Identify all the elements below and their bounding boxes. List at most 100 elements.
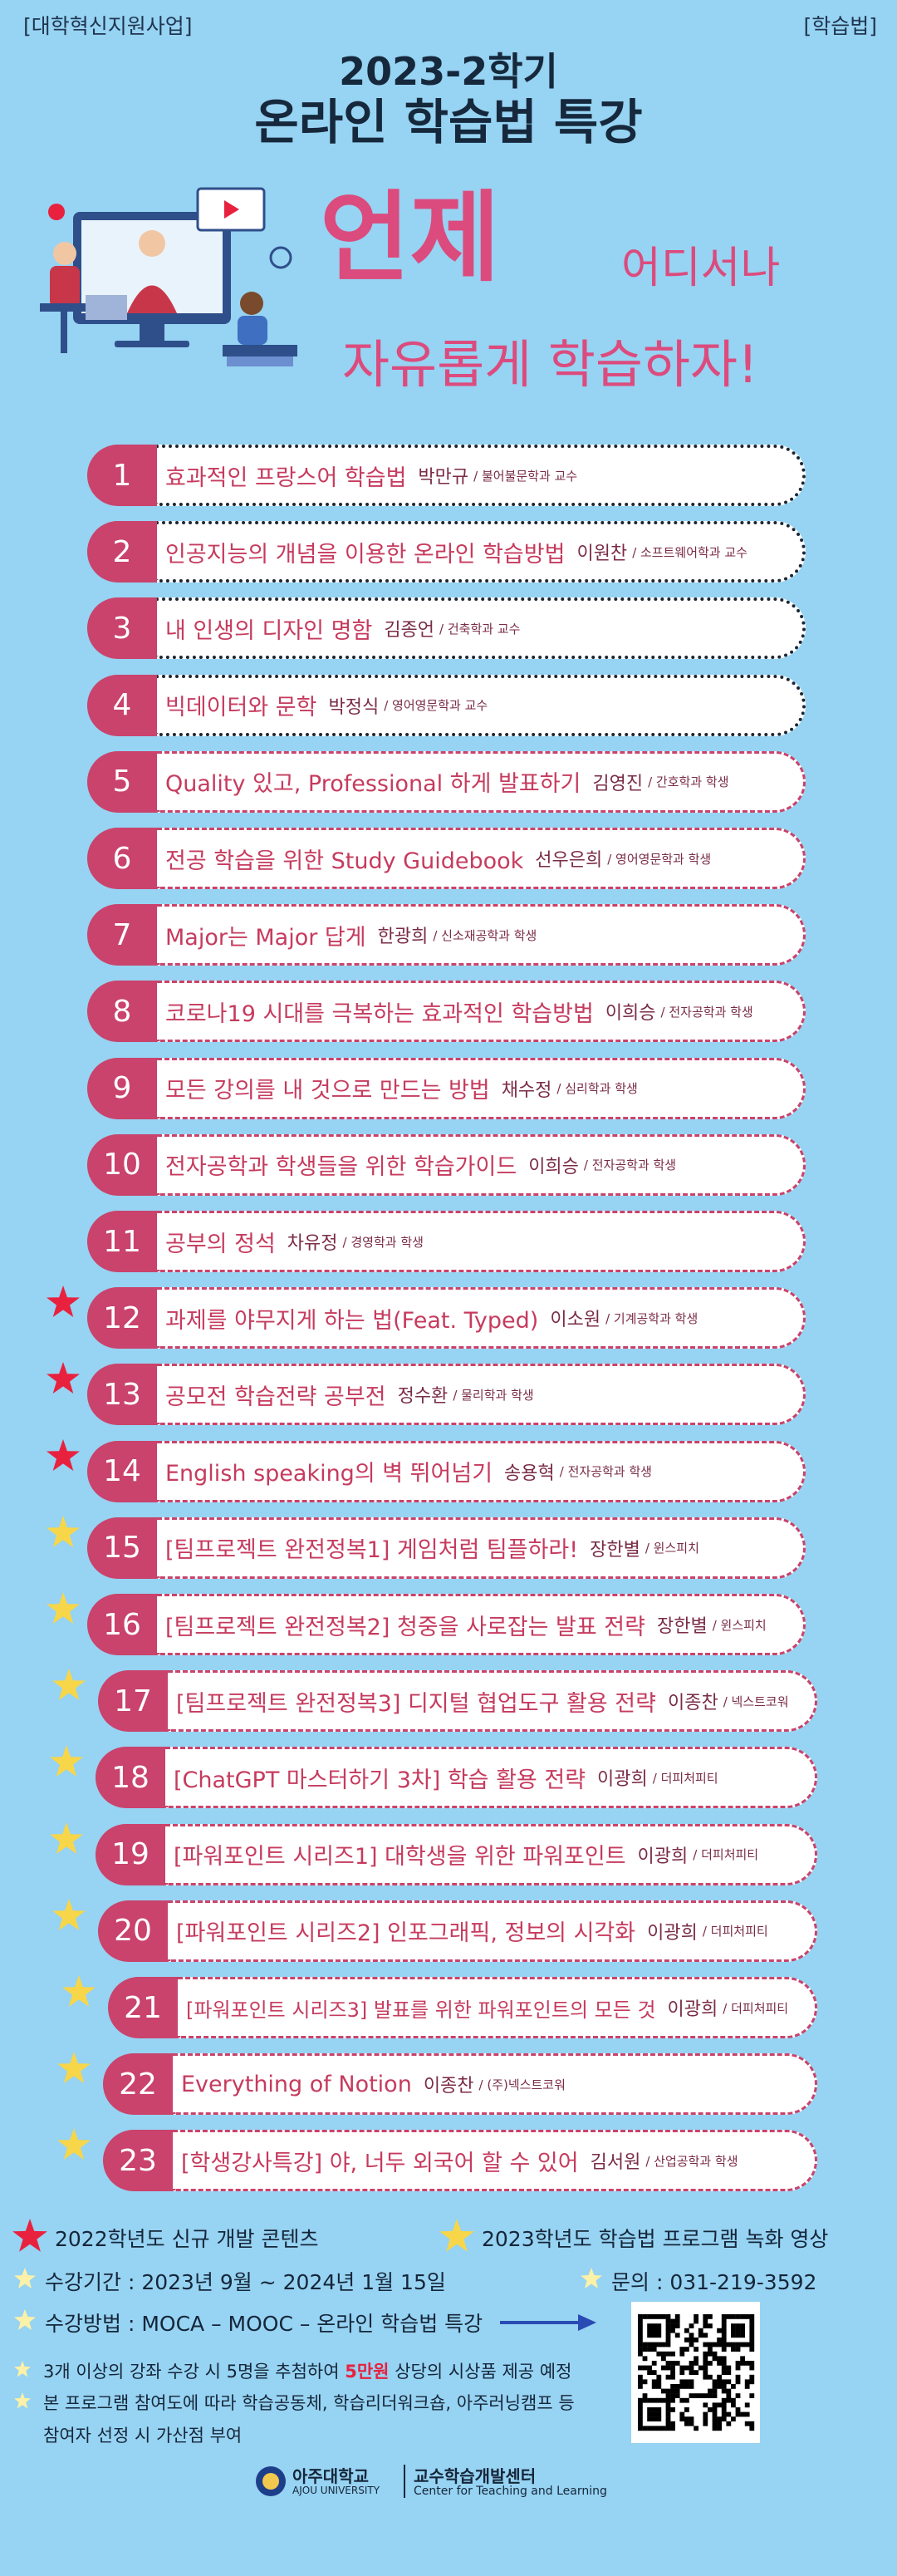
qr-module xyxy=(708,2393,713,2398)
qr-module xyxy=(642,2426,648,2431)
qr-module xyxy=(656,2351,662,2357)
qr-module xyxy=(703,2416,708,2421)
qr-module xyxy=(749,2342,755,2347)
qr-module xyxy=(651,2314,657,2319)
qr-module xyxy=(726,2421,732,2426)
qr-module xyxy=(721,2407,727,2412)
speaker: 김종언 xyxy=(384,620,435,642)
qr-module xyxy=(731,2397,736,2403)
affiliation: / 간호학과 학생 xyxy=(648,774,729,790)
note-highlight: 5만원 xyxy=(345,2362,390,2382)
lecture-title: [파워포인트 시리즈3] 발표를 위한 파워포인트의 모든 것 xyxy=(186,1998,656,2022)
qr-module xyxy=(694,2338,698,2342)
lecture-row: 14 English speaking의 벽 뛰어넘기 송용혁 / 전자공학과 학생 xyxy=(87,1440,806,1502)
qr-module xyxy=(670,2397,675,2403)
lecture-star xyxy=(50,1745,83,1777)
monitor-stand xyxy=(140,324,164,342)
qr-module xyxy=(731,2323,736,2328)
poster-title: 온라인 학습법 특강 xyxy=(254,94,643,150)
qr-module xyxy=(740,2323,745,2328)
lecture-number: 20 xyxy=(98,1900,168,1962)
qr-module xyxy=(712,2351,718,2357)
qr-module xyxy=(749,2347,755,2352)
qr-module xyxy=(647,2342,652,2347)
qr-module xyxy=(665,2342,671,2347)
contact: 문의 : 031-219-3592 xyxy=(611,2270,817,2294)
qr-module xyxy=(749,2314,755,2319)
qr-code[interactable] xyxy=(631,2302,760,2443)
qr-module xyxy=(717,2342,722,2347)
qr-module xyxy=(638,2333,643,2338)
qr-module xyxy=(703,2356,708,2362)
star-shape xyxy=(57,2128,91,2161)
qr-module xyxy=(712,2407,718,2412)
slogan-line: 자유롭게 학습하자! xyxy=(342,334,758,395)
bullet-star xyxy=(14,2392,31,2409)
lecture-row: 2 인공지능의 개념을 이용한 온라인 학습방법 이원찬 / 소프트웨어학과 교수 xyxy=(87,521,806,583)
qr-module xyxy=(744,2342,750,2347)
qr-module xyxy=(703,2361,708,2366)
qr-module xyxy=(647,2365,652,2371)
qr-module xyxy=(749,2421,755,2426)
lecture-body: [파워포인트 시리즈2] 인포그래픽, 정보의 시각화 이광희 / 더피처피티 xyxy=(168,1900,817,1962)
qr-module xyxy=(694,2393,698,2398)
qr-module xyxy=(703,2314,708,2319)
student-body xyxy=(50,266,80,307)
qr-module xyxy=(721,2361,727,2366)
qr-module xyxy=(665,2421,671,2426)
qr-module xyxy=(712,2379,718,2385)
qr-module xyxy=(684,2407,689,2412)
lecture-row: 19 [파워포인트 시리즈1] 대학생을 위한 파워포인트 이광희 / 더피처피티 xyxy=(96,1823,817,1885)
legend-star xyxy=(439,2219,474,2252)
lecture-star xyxy=(50,1821,83,1854)
student-head xyxy=(53,242,76,265)
bullet-star xyxy=(14,2361,31,2377)
speaker: 김서원 xyxy=(590,2152,641,2174)
qr-module xyxy=(731,2384,736,2389)
affiliation: / 불어불문학과 교수 xyxy=(473,468,578,484)
star-shape xyxy=(12,2219,47,2252)
center-name: 교수학습개발센터 xyxy=(414,2466,537,2486)
qr-module xyxy=(679,2411,685,2417)
legend-label: 2023학년도 학습법 프로그램 녹화 영상 xyxy=(482,2227,829,2251)
lecture-number: 16 xyxy=(87,1594,157,1655)
lecture-number: 7 xyxy=(87,904,157,966)
qr-module xyxy=(638,2384,643,2389)
note: 본 프로그램 참여도에 따라 학습공동체, 학습리더워크숍, 아주러닝캠프 등 xyxy=(43,2393,575,2413)
qr-module xyxy=(726,2393,732,2398)
qr-module xyxy=(656,2314,662,2319)
qr-module xyxy=(740,2328,745,2333)
qr-module xyxy=(712,2416,718,2421)
qr-module xyxy=(708,2374,713,2380)
lecture-star xyxy=(47,1438,80,1471)
qr-module xyxy=(721,2370,727,2375)
qr-module xyxy=(712,2411,718,2417)
qr-module xyxy=(684,2328,689,2333)
lecture-title: [파워포인트 시리즈2] 인포그래픽, 정보의 시각화 xyxy=(176,1920,636,1947)
chair xyxy=(40,303,90,312)
qr-module xyxy=(717,2356,722,2362)
speaker: 한광희 xyxy=(377,927,429,948)
lecture-row: 20 [파워포인트 시리즈2] 인포그래픽, 정보의 시각화 이광희 / 더피처피티 xyxy=(98,1900,817,1962)
lecture-title: 효과적인 프랑스어 학습법 xyxy=(165,465,407,491)
qr-module xyxy=(735,2374,741,2380)
qr-module xyxy=(749,2333,755,2338)
teacher-head xyxy=(139,230,165,257)
qr-module xyxy=(647,2416,652,2421)
qr-module xyxy=(749,2338,755,2342)
speaker: 정수환 xyxy=(397,1386,448,1408)
lecture-star xyxy=(57,2052,91,2084)
legend-label: 2022학년도 신규 개발 콘텐츠 xyxy=(55,2227,319,2251)
qr-module xyxy=(749,2323,755,2328)
lecture-number: 17 xyxy=(98,1670,168,1733)
lecture-star xyxy=(52,1669,86,1701)
qr-module xyxy=(726,2370,732,2375)
method: 수강방법 : MOCA – MOOC – 온라인 학습법 특강 xyxy=(45,2312,483,2336)
qr-module xyxy=(638,2397,643,2403)
qr-module xyxy=(674,2333,680,2338)
category-tag: [학습법] xyxy=(803,14,877,38)
lecture-title: [팀프로젝트 완전정복2] 청중을 사로잡는 발표 전략 xyxy=(165,1614,645,1640)
affiliation: / 심리학과 학생 xyxy=(556,1081,638,1097)
qr-module xyxy=(665,2338,671,2342)
affiliation: / 넥스트코워 xyxy=(723,1694,789,1709)
